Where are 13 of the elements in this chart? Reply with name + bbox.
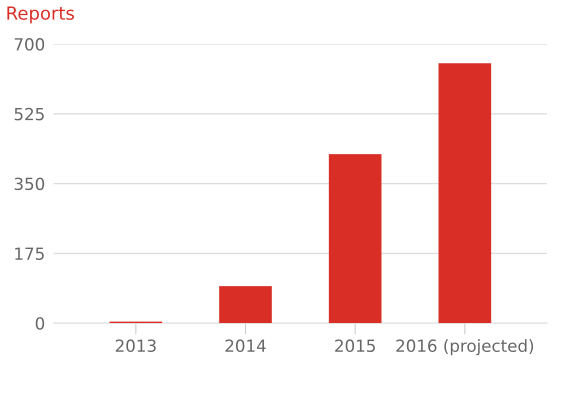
x-tick-label: 2015 bbox=[335, 339, 375, 352]
y-tick-label: 700 bbox=[14, 38, 44, 51]
y-tick-label: 175 bbox=[15, 248, 44, 260]
bar bbox=[219, 286, 272, 324]
y-tick-label: 0 bbox=[36, 317, 44, 330]
chart-title: Reports bbox=[7, 6, 74, 24]
x-tick-label: 2013 bbox=[116, 339, 156, 352]
bar bbox=[438, 63, 492, 324]
x-tick-label: 2014 bbox=[226, 339, 266, 352]
bar bbox=[328, 154, 382, 324]
x-tick-label: 2016 (projected) bbox=[396, 339, 534, 356]
y-tick-label: 350 bbox=[14, 178, 44, 190]
y-tick-label: 525 bbox=[14, 108, 44, 120]
